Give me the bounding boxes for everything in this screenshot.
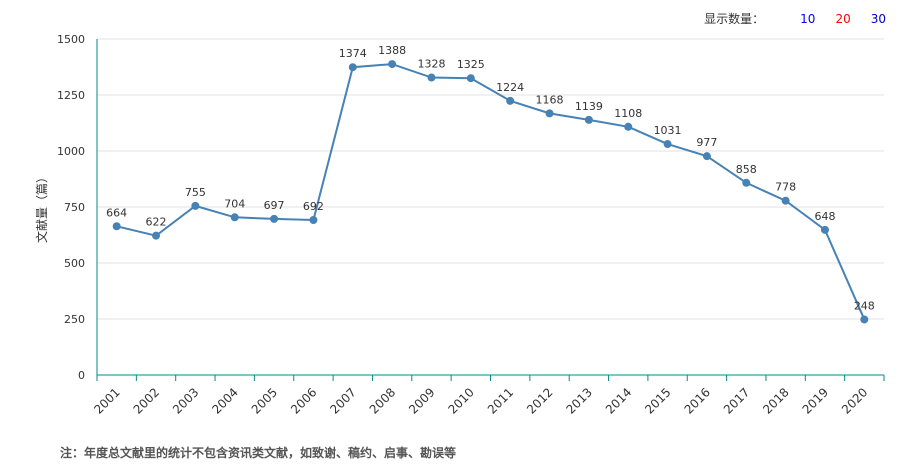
y-tick-label: 750 <box>64 201 85 214</box>
x-tick-label: 2016 <box>682 385 713 416</box>
x-tick-label: 2005 <box>249 385 280 416</box>
data-point <box>742 178 751 187</box>
x-tick-label: 2015 <box>642 385 673 416</box>
x-tick-label: 2010 <box>445 385 476 416</box>
data-label: 1031 <box>654 124 682 137</box>
data-label: 692 <box>303 200 324 213</box>
data-point <box>820 225 829 234</box>
y-tick-label: 1500 <box>57 33 85 46</box>
data-point <box>112 222 121 231</box>
data-label: 697 <box>264 199 285 212</box>
data-point <box>781 196 790 205</box>
x-tick-label: 2006 <box>288 385 319 416</box>
data-label: 1224 <box>496 81 524 94</box>
x-tick-label: 2004 <box>209 385 240 416</box>
display-count-label: 显示数量： <box>704 12 765 26</box>
x-tick-label: 2002 <box>131 385 162 416</box>
y-tick-label: 500 <box>64 257 85 270</box>
data-point <box>152 231 161 240</box>
publication-trend-chart: 0 250 500 750 1000 1250 1500 2001 2002 2003 2004 20… <box>34 33 885 417</box>
data-label: 1388 <box>378 44 406 57</box>
x-tick-label: 2011 <box>485 385 516 416</box>
data-label: 1108 <box>614 107 642 120</box>
x-tick-label: 2008 <box>367 385 398 416</box>
data-point <box>309 215 318 224</box>
data-label: 664 <box>106 206 127 219</box>
data-label: 1374 <box>339 47 367 60</box>
x-tick-label: 2007 <box>327 385 358 416</box>
count-option-10[interactable]: 10 <box>800 11 816 26</box>
data-point <box>466 74 475 83</box>
x-tick-label: 2009 <box>406 385 437 416</box>
data-label: 1328 <box>417 58 445 71</box>
y-tick-label: 1250 <box>57 89 85 102</box>
data-label: 977 <box>696 136 717 149</box>
data-point <box>860 315 869 324</box>
x-tick-label: 2014 <box>603 385 634 416</box>
data-point <box>545 109 554 118</box>
footnote: 注：年度总文献里的统计不包含资讯类文献，如致谢、稿约、启事、勘误等 <box>60 446 457 460</box>
x-tick-label: 2017 <box>721 385 752 416</box>
x-tick-label: 2003 <box>170 385 201 416</box>
data-label: 1139 <box>575 100 603 113</box>
data-point <box>230 213 239 222</box>
data-point <box>663 140 672 149</box>
data-label: 622 <box>146 216 167 229</box>
series-line <box>116 63 866 320</box>
data-label: 1168 <box>536 93 564 106</box>
y-tick-label: 1000 <box>57 145 85 158</box>
x-tick-label: 2001 <box>91 385 122 416</box>
x-tick-label: 2013 <box>563 385 594 416</box>
x-tick-label: 2012 <box>524 385 555 416</box>
data-point <box>702 152 711 161</box>
data-label: 648 <box>814 210 835 223</box>
data-point <box>624 122 633 131</box>
data-point <box>348 63 357 72</box>
y-tick-label: 0 <box>78 369 85 382</box>
x-tick-label: 2018 <box>760 385 791 416</box>
y-tick-label: 250 <box>64 313 85 326</box>
data-point <box>427 73 436 82</box>
data-label: 1325 <box>457 58 485 71</box>
count-option-30[interactable]: 30 <box>870 11 886 26</box>
data-label: 755 <box>185 186 206 199</box>
data-point <box>388 60 397 69</box>
y-axis-title: 文献量（篇） <box>34 171 49 243</box>
data-point <box>584 115 593 124</box>
data-point <box>191 201 200 210</box>
x-tick-label: 2020 <box>839 385 870 416</box>
count-option-20[interactable]: 20 <box>835 11 851 26</box>
display-count-selector: 显示数量： 10 20 30 <box>704 10 886 27</box>
data-point <box>270 214 279 223</box>
data-label: 778 <box>775 181 796 194</box>
data-point <box>506 96 515 105</box>
x-tick-label: 2019 <box>800 385 831 416</box>
data-label: 704 <box>224 197 245 210</box>
data-label: 858 <box>736 163 757 176</box>
data-label: 248 <box>854 299 875 312</box>
